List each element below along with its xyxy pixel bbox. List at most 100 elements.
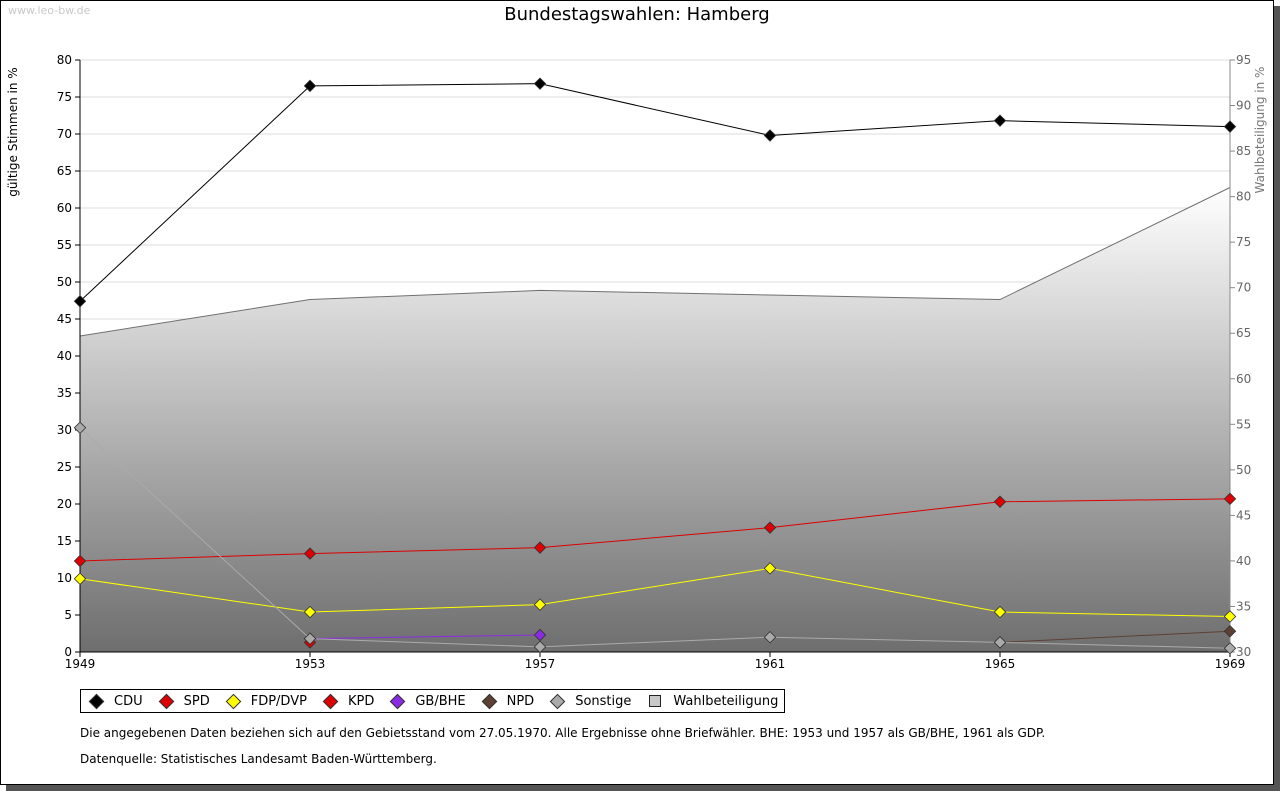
y-tick-label: 15 <box>57 534 72 548</box>
y-tick-label: 60 <box>57 201 72 215</box>
y2-axis-label: Wahlbeteiligung in % <box>1253 67 1267 194</box>
data-point-fdpdvp <box>533 598 547 611</box>
axes: 0 5 10 15 20 25 30 35 40 45 50 55 60 65 70 75 80 30 35 40 45… <box>57 53 1252 671</box>
x-tick-label: 1953 <box>295 657 326 671</box>
legend-label: Sonstige <box>575 693 632 709</box>
y2-tick-label: 85 <box>1236 144 1251 158</box>
legend-label: KPD <box>347 693 375 709</box>
y-tick-label: 20 <box>57 497 72 511</box>
legend-label: GB/BHE <box>415 693 466 709</box>
data-point-cdu <box>303 79 317 93</box>
y2-tick-label: 35 <box>1236 599 1251 613</box>
legend-marker <box>390 693 406 709</box>
series-line-sonstige <box>79 427 1231 649</box>
frame-shadow-bottom <box>6 785 1280 791</box>
data-point-cdu <box>993 114 1007 127</box>
x-tick-label: 1969 <box>1215 657 1246 671</box>
y2-tick-label: 80 <box>1236 190 1251 204</box>
data-point-sonstige <box>303 632 317 645</box>
series-lines <box>73 77 1237 655</box>
data-point-sonstige <box>73 421 87 435</box>
y-tick-label: 5 <box>64 608 72 622</box>
legend-label: NPD <box>506 693 535 709</box>
legend-item: Sonstige <box>548 693 632 709</box>
data-point-fdpdvp <box>1223 610 1237 623</box>
y2-tick-label: 65 <box>1236 326 1251 340</box>
legend-item: Wahlbeteiligung <box>645 694 778 709</box>
y-tick-label: 35 <box>57 386 72 400</box>
chart-title: Bundestagswahlen: Hamberg <box>504 4 770 25</box>
data-point-cdu <box>1223 120 1237 133</box>
data-point-fdpdvp <box>763 562 777 575</box>
turnout-area-fill <box>80 187 1230 652</box>
y-tick-label: 70 <box>57 127 72 141</box>
y-axis-label: gültige Stimmen in % <box>6 67 20 196</box>
y-tick-label: 0 <box>64 645 72 659</box>
data-point-spd <box>303 547 317 560</box>
y2-tick-label: 75 <box>1236 235 1251 249</box>
legend-item: NPD <box>480 693 535 709</box>
y2-tick-label: 30 <box>1236 645 1251 659</box>
data-source: Datenquelle: Statistisches Landesamt Bad… <box>80 752 437 766</box>
data-point-cdu <box>533 77 547 90</box>
legend-item: KPD <box>321 693 375 709</box>
y-tick-label: 40 <box>57 349 72 363</box>
series-line-spd <box>79 498 1231 562</box>
legend-marker <box>549 693 566 709</box>
data-point-spd <box>73 554 87 568</box>
legend-marker <box>158 693 174 709</box>
y-tick-label: 10 <box>57 571 72 585</box>
x-tick-label: 1949 <box>65 657 96 671</box>
data-point-cdu <box>763 129 777 142</box>
y2-tick-label: 60 <box>1236 372 1251 386</box>
y-tick-label: 50 <box>57 275 72 289</box>
legend-marker <box>225 693 241 709</box>
data-point-sonstige <box>533 640 547 654</box>
legend-marker <box>481 693 497 709</box>
y-tick-label: 30 <box>57 423 72 437</box>
legend-label: FDP/DVP <box>250 693 307 709</box>
y2-tick-label: 95 <box>1236 53 1251 67</box>
y2-tick-label: 45 <box>1236 508 1251 522</box>
y-tick-label: 45 <box>57 312 72 326</box>
legend-marker <box>322 693 339 709</box>
legend-item: GB/BHE <box>388 693 466 709</box>
data-point-gbbhe <box>533 628 547 642</box>
series-line-fdpdvp <box>79 567 1231 617</box>
legend-item: CDU <box>87 693 143 709</box>
legend: CDU SPD FDP/DVP KPD GB/BHE NPD Sonstige Wahlbet… <box>80 689 786 713</box>
series-line-gbbhe <box>309 634 541 640</box>
y-tick-label: 75 <box>57 90 72 104</box>
data-point-spd <box>533 541 547 554</box>
data-point-spd <box>1223 492 1237 506</box>
data-point-fdpdvp <box>993 605 1007 619</box>
turnout-line <box>79 187 1231 337</box>
legend-marker <box>649 695 662 707</box>
y2-tick-label: 40 <box>1236 554 1251 568</box>
x-tick-label: 1965 <box>985 657 1016 671</box>
data-point-sonstige <box>1223 642 1237 655</box>
data-point-cdu <box>73 295 87 308</box>
y2-tick-label: 55 <box>1236 417 1251 431</box>
y2-tick-label: 90 <box>1236 99 1251 113</box>
legend-item: FDP/DVP <box>224 693 307 709</box>
legend-marker <box>88 693 105 709</box>
data-point-spd <box>763 521 777 534</box>
series-line-cdu <box>79 83 1231 302</box>
legend-label: SPD <box>183 693 210 709</box>
y-tick-label: 25 <box>57 460 72 474</box>
legend-item: SPD <box>157 693 210 709</box>
data-point-sonstige <box>993 636 1007 649</box>
turnout-area <box>79 187 1231 652</box>
data-point-spd <box>993 495 1007 509</box>
y-tick-label: 80 <box>57 53 72 67</box>
x-tick-label: 1957 <box>525 657 556 671</box>
data-point-sonstige <box>763 630 777 644</box>
x-tick-label: 1961 <box>755 657 786 671</box>
y-tick-label: 65 <box>57 164 72 178</box>
footnote: Die angegebenen Daten beziehen sich auf … <box>80 726 1046 740</box>
frame-shadow-right <box>1274 6 1280 791</box>
legend-label: Wahlbeteiligung <box>673 693 779 709</box>
data-point-fdpdvp <box>73 572 87 585</box>
